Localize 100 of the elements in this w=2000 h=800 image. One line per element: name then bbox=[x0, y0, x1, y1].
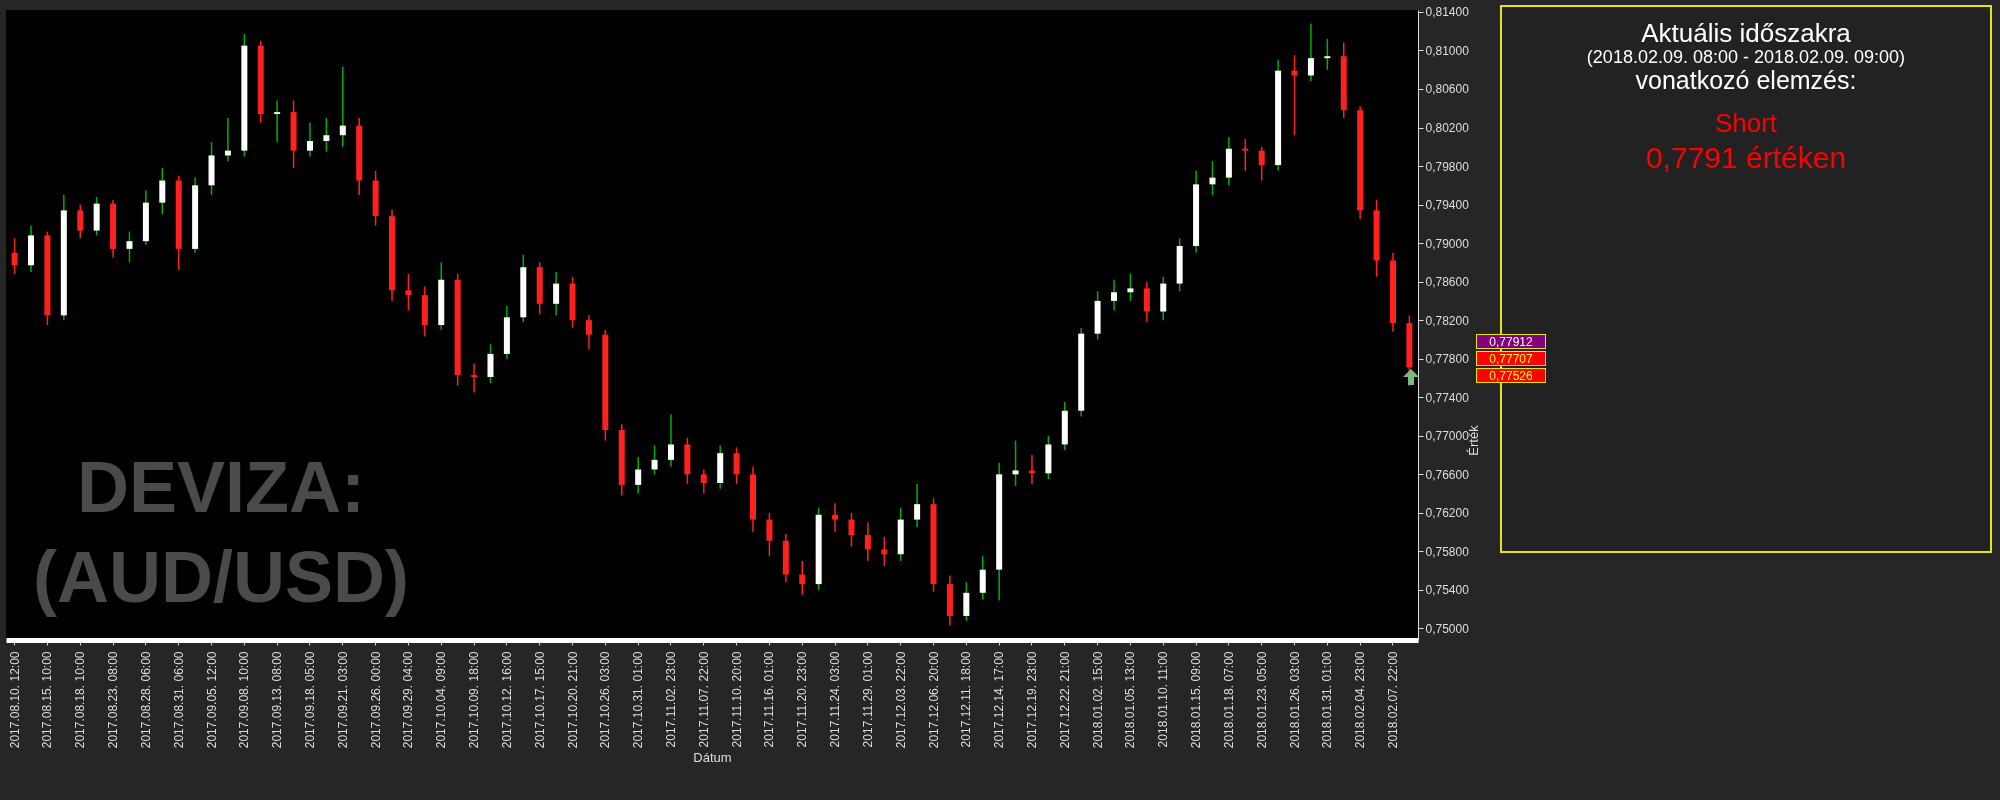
candlestick bbox=[471, 362, 478, 394]
candlestick bbox=[11, 237, 18, 275]
x-tick-label: 2017.09.21. 03:00 bbox=[335, 651, 350, 749]
candlestick bbox=[864, 521, 871, 562]
x-tick-label: 2017.08.15. 10:00 bbox=[40, 651, 55, 749]
candlestick bbox=[1291, 54, 1298, 136]
candlestick bbox=[1143, 280, 1150, 323]
candlestick bbox=[274, 99, 281, 143]
y-tick-label: 0,76600 bbox=[1425, 467, 1470, 482]
x-tick-label: 2017.11.20. 23:00 bbox=[795, 651, 810, 748]
x-tick-label: 2018.01.02. 15:00 bbox=[1090, 651, 1105, 749]
candlestick bbox=[979, 555, 986, 601]
x-tick-label: 2018.01.05. 13:00 bbox=[1123, 651, 1138, 749]
x-tick-label: 2017.09.26. 00:00 bbox=[368, 651, 383, 749]
candlestick bbox=[667, 413, 674, 468]
candlestick bbox=[832, 502, 839, 533]
x-tick-label: 2017.09.18. 05:00 bbox=[302, 651, 317, 749]
x-tick-label: 2018.01.18. 07:00 bbox=[1221, 651, 1236, 749]
text: vonatkozó elemzés: bbox=[1635, 66, 1857, 95]
x-tick-label: 2018.01.26. 03:00 bbox=[1287, 651, 1302, 749]
candlestick bbox=[487, 343, 494, 384]
x-tick-label: 2017.12.11. 18:00 bbox=[959, 651, 974, 748]
x-tick-label: 2018.02.04. 23:00 bbox=[1353, 651, 1368, 749]
candlestick bbox=[651, 444, 658, 476]
text: 0,77912 bbox=[1476, 334, 1546, 349]
y-tick-label: 0,75800 bbox=[1425, 544, 1470, 559]
text: 0,77526 bbox=[1476, 368, 1546, 383]
candlestick bbox=[1242, 138, 1249, 172]
y-tick-label: 0,80600 bbox=[1425, 82, 1470, 97]
x-tick-label: 2017.09.08. 10:00 bbox=[237, 651, 252, 749]
x-tick-label: 2017.11.16. 01:00 bbox=[762, 651, 777, 748]
x-tick-label: 2017.11.24. 03:00 bbox=[828, 651, 843, 748]
y-tick-label: 0,78200 bbox=[1425, 313, 1470, 328]
candlestick bbox=[1258, 146, 1265, 182]
x-tick-label: 2017.08.31. 06:00 bbox=[171, 651, 186, 749]
candlestick bbox=[881, 536, 888, 567]
candlestick bbox=[159, 167, 166, 215]
candlestick bbox=[1012, 439, 1019, 487]
candlestick bbox=[1111, 278, 1118, 312]
x-axis-title: Dátum bbox=[693, 750, 732, 766]
x-tick-label: 2017.11.29. 01:00 bbox=[860, 651, 875, 748]
x-tick-label: 2017.09.13. 08:00 bbox=[270, 651, 285, 749]
text: (2018.02.09. 08:00 - 2018.02.09. 09:00) bbox=[1585, 46, 1907, 68]
x-tick-label: 2017.08.10. 12:00 bbox=[7, 651, 22, 749]
x-tick-label: 2017.11.10. 20:00 bbox=[729, 651, 744, 748]
x-tick-label: 2018.01.31. 01:00 bbox=[1320, 651, 1335, 749]
y-tick-label: 0,79400 bbox=[1425, 198, 1470, 213]
y-tick-label: 0,75400 bbox=[1425, 583, 1470, 598]
candlestick bbox=[963, 581, 970, 622]
x-tick-label: 2017.10.20. 21:00 bbox=[565, 651, 580, 749]
x-tick-label: 2018.01.23. 05:00 bbox=[1254, 651, 1269, 749]
candlestick bbox=[700, 468, 707, 495]
x-tick-label: 2017.10.26. 03:00 bbox=[598, 651, 613, 749]
x-tick-label: 2017.10.09. 18:00 bbox=[467, 651, 482, 749]
y-tick-label: 0,77400 bbox=[1425, 390, 1470, 405]
text: 0,77707 bbox=[1476, 351, 1546, 366]
x-tick-label: 2017.12.19. 23:00 bbox=[1024, 651, 1039, 749]
candlestick bbox=[766, 512, 773, 557]
candlestick bbox=[1028, 454, 1035, 485]
candlestick bbox=[1324, 38, 1331, 71]
x-tick-label: 2017.10.31. 01:00 bbox=[631, 651, 646, 749]
candlestick bbox=[1127, 273, 1134, 302]
y-tick-label: 0,80200 bbox=[1425, 121, 1470, 136]
x-tick-label: 2017.08.23. 08:00 bbox=[106, 651, 121, 749]
x-tick-label: 2017.12.22. 21:00 bbox=[1057, 651, 1072, 749]
x-tick-label: 2017.08.28. 06:00 bbox=[138, 651, 153, 749]
candlestick bbox=[1307, 22, 1314, 83]
x-tick-label: 2017.08.18. 10:00 bbox=[73, 651, 88, 749]
text: Aktuális időszakra bbox=[1640, 18, 1852, 48]
y-tick-label: 0,77800 bbox=[1425, 352, 1470, 367]
candlestick bbox=[585, 314, 592, 350]
candlestick bbox=[77, 203, 84, 240]
x-tick-label: 2017.09.05. 12:00 bbox=[204, 651, 219, 749]
x-tick-label: 2017.10.04. 09:00 bbox=[434, 651, 449, 749]
candlestick bbox=[405, 273, 412, 312]
candlestick bbox=[306, 121, 313, 158]
y-tick-label: 0,79800 bbox=[1425, 159, 1470, 174]
candlestick bbox=[733, 446, 740, 485]
y-tick-label: 0,81400 bbox=[1425, 5, 1470, 20]
candlestick bbox=[1209, 160, 1216, 196]
candlestick bbox=[635, 456, 642, 495]
y-tick-label: 0,81000 bbox=[1425, 43, 1470, 58]
x-tick-label: 2018.02.07. 22:00 bbox=[1385, 651, 1400, 749]
text: Short bbox=[1713, 107, 1779, 138]
x-tick-label: 2017.10.12. 16:00 bbox=[499, 651, 514, 749]
candlestick bbox=[848, 512, 855, 548]
x-tick-label: 2017.12.14. 17:00 bbox=[992, 651, 1007, 749]
x-tick-label: 2017.10.17. 15:00 bbox=[532, 651, 547, 749]
text: DEVIZA: (AUD/USD) bbox=[33, 447, 409, 617]
candlestick bbox=[553, 271, 560, 317]
candlestick bbox=[799, 560, 806, 596]
text: 0,7791 értéken bbox=[1644, 141, 1848, 175]
x-tick-label: 2017.12.06. 20:00 bbox=[926, 651, 941, 749]
x-tick-label: 2018.01.10. 11:00 bbox=[1156, 651, 1171, 748]
x-tick-label: 2018.01.15. 09:00 bbox=[1189, 651, 1204, 749]
x-tick-label: 2017.12.03. 22:00 bbox=[893, 651, 908, 749]
x-tick-label: 2017.09.29. 04:00 bbox=[401, 651, 416, 749]
candlestick bbox=[339, 66, 346, 148]
candlestick bbox=[323, 117, 330, 153]
y-tick-label: 0,75000 bbox=[1425, 621, 1470, 636]
